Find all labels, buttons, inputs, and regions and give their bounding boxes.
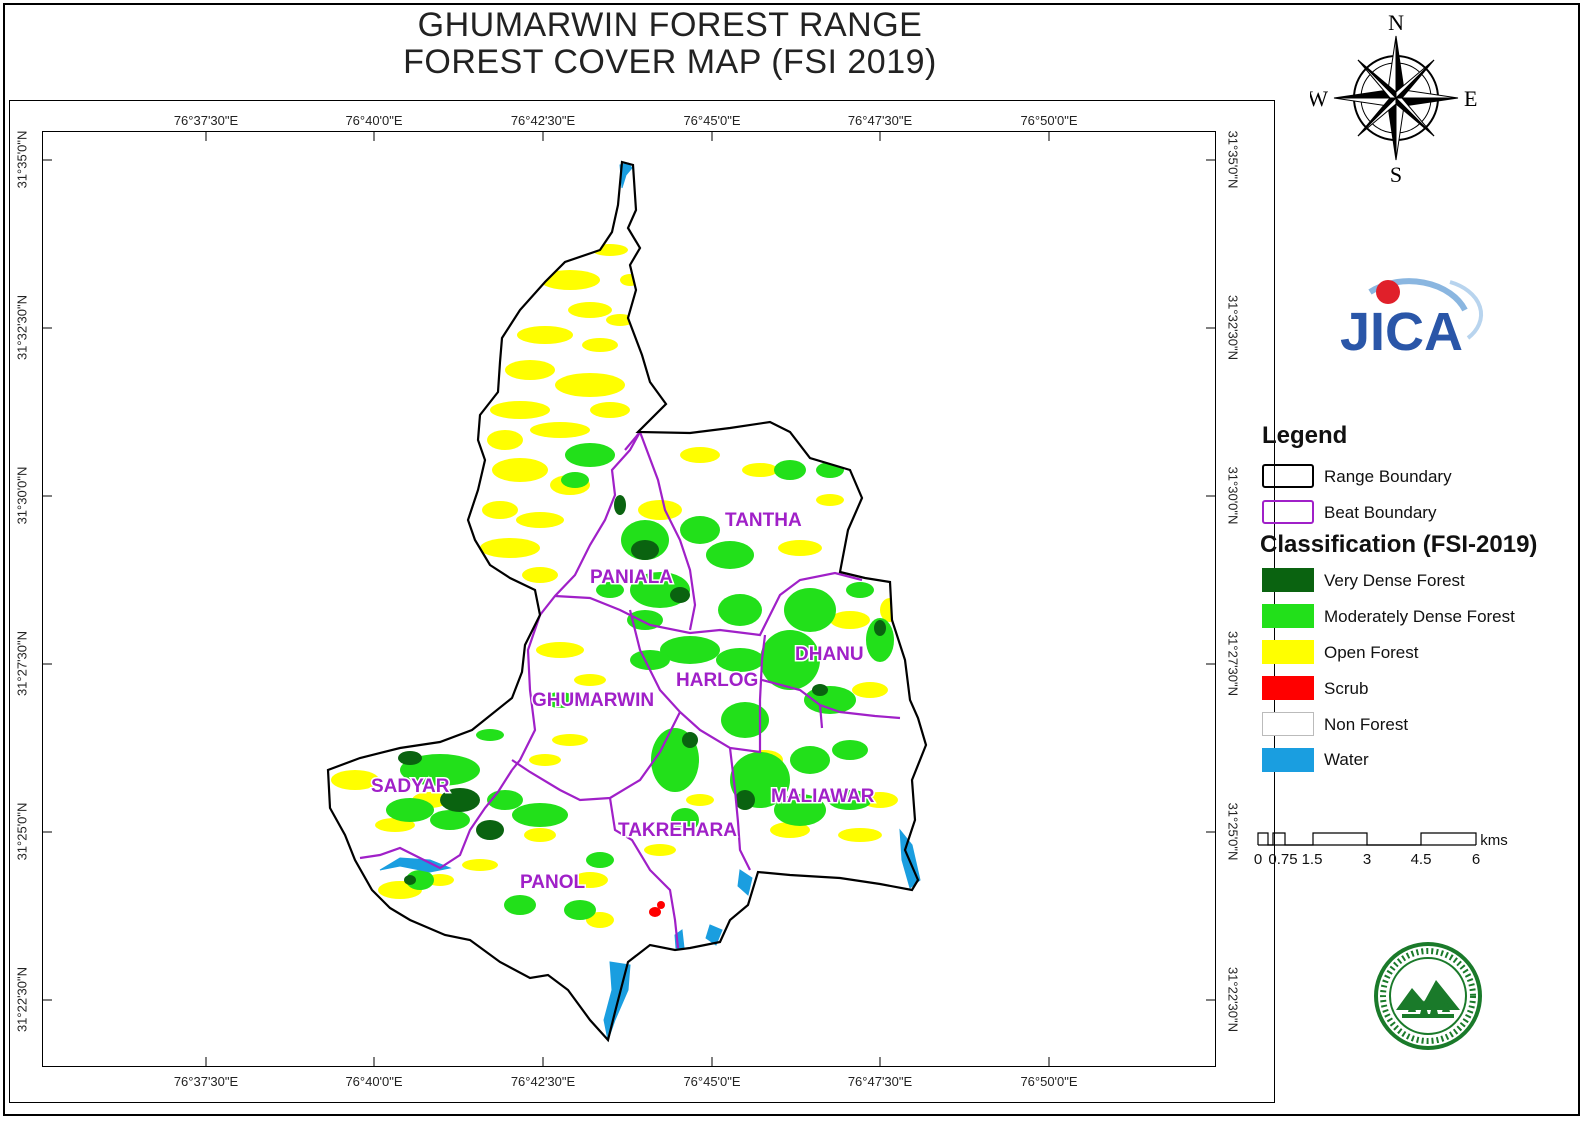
map-title-line1: GHUMARWIN FOREST RANGE [417, 6, 923, 44]
scale-unit: kms [1480, 832, 1508, 849]
beat-label-paniala: PANIALA [590, 567, 673, 588]
lon-label-bottom: 76°47'30"E [847, 1074, 913, 1089]
scale-label: 1.5 [1301, 851, 1323, 868]
forest-department-seal-icon [1374, 942, 1482, 1050]
legend-swatch-water [1262, 748, 1314, 772]
scale-label: 0 [1253, 851, 1263, 868]
legend-swatch-non-forest [1262, 712, 1314, 736]
beat-label-dhanu: DHANU [795, 644, 864, 665]
legend-label-water: Water [1324, 750, 1369, 769]
legend-swatch-moderately-dense [1262, 604, 1314, 628]
lon-label-bottom: 76°37'30"E [173, 1074, 239, 1089]
beat-label-ghumarwin: GHUMARWIN [532, 690, 654, 711]
moderately-dense-forest-patches [386, 443, 894, 920]
compass-s: S [1390, 162, 1402, 182]
range-boundary [326, 160, 928, 1043]
scale-bar [1257, 832, 1477, 846]
legend-swatch-very-dense [1262, 568, 1314, 592]
lon-label-top: 76°37'30"E [173, 113, 239, 128]
scale-label: 4.5 [1410, 851, 1432, 868]
beat-label-tantha: TANTHA [725, 510, 802, 531]
scrub-patches [649, 901, 665, 917]
jica-wordmark: JICA [1340, 302, 1463, 362]
classification-title: Classification (FSI-2019) [1260, 531, 1538, 558]
lon-label-top: 76°45'0"E [683, 113, 741, 128]
map-neatline-inner [42, 131, 1216, 1067]
beat-boundaries [359, 431, 901, 949]
beat-label-takrehara: TAKREHARA [618, 820, 737, 841]
lon-label-top: 76°50'0"E [1020, 113, 1078, 128]
legend-swatch-range-boundary [1262, 464, 1314, 488]
very-dense-forest-patches [398, 495, 886, 885]
legend-label-open-forest: Open Forest [1324, 643, 1419, 662]
beat-label-harlog: HARLOG [676, 670, 758, 691]
lon-label-bottom: 76°42'30"E [510, 1074, 576, 1089]
compass-n: N [1388, 12, 1404, 35]
legend-label-very-dense: Very Dense Forest [1324, 571, 1465, 590]
legend-title: Legend [1262, 422, 1348, 449]
jica-logo: JICA [1340, 278, 1484, 362]
lon-label-top: 76°40'0"E [345, 113, 403, 128]
legend-label-scrub: Scrub [1324, 679, 1369, 698]
legend-label-beat-boundary: Beat Boundary [1324, 503, 1437, 522]
beat-label-sadyar: SADYAR [371, 776, 450, 797]
beat-label-panol: PANOL [520, 872, 585, 893]
scale-label: 3 [1362, 851, 1372, 868]
lon-label-top: 76°42'30"E [510, 113, 576, 128]
legend-swatch-open-forest [1262, 640, 1314, 664]
scale-label: 6 [1471, 851, 1481, 868]
compass-w: W [1310, 86, 1328, 111]
lon-label-bottom: 76°40'0"E [345, 1074, 403, 1089]
legend-label-non-forest: Non Forest [1324, 715, 1409, 734]
map-title-line2: FOREST COVER MAP (FSI 2019) [403, 43, 937, 81]
map-neatline-outer [9, 100, 1275, 1103]
legend-label-range-boundary: Range Boundary [1324, 467, 1452, 486]
map-frame [3, 3, 1580, 1116]
lon-label-top: 76°47'30"E [847, 113, 913, 128]
compass-e: E [1464, 86, 1477, 111]
legend-swatch-beat-boundary [1262, 500, 1314, 524]
compass-rose-icon: N S E W [1310, 12, 1477, 182]
beat-label-maliawar: MALIAWAR [771, 786, 875, 807]
legend-swatch-scrub [1262, 676, 1314, 700]
lon-label-bottom: 76°50'0"E [1020, 1074, 1078, 1089]
lon-label-bottom: 76°45'0"E [683, 1074, 741, 1089]
scale-label: 0.75 [1268, 851, 1298, 868]
non-forest-area [328, 162, 926, 1040]
legend-label-moderately-dense: Moderately Dense Forest [1324, 607, 1515, 626]
